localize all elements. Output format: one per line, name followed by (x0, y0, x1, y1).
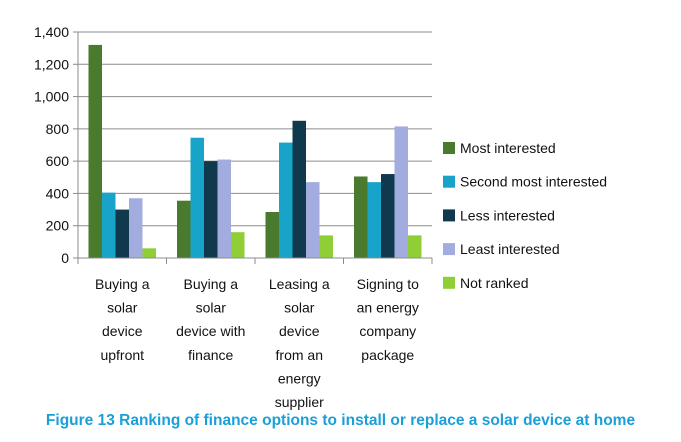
bar (142, 248, 156, 258)
gridlines (78, 31, 432, 227)
bar (88, 44, 102, 258)
chart: 0 200 400 600 800 1,000 1,200 1,400 Buying a sol… (34, 24, 607, 410)
legend-swatch (443, 142, 455, 154)
legend-swatch (443, 243, 455, 256)
y-tick-label: 400 (46, 185, 70, 201)
y-tick-label: 1,000 (34, 89, 69, 105)
category-labels: Buying a solar device upfront Buying a solar d… (95, 276, 419, 410)
legend-label: Not ranked (460, 275, 528, 291)
bar (265, 211, 279, 258)
y-tick-label: 1,400 (34, 24, 69, 40)
bar (306, 182, 320, 258)
bar (177, 200, 191, 258)
bar (204, 161, 218, 258)
legend-swatch (443, 276, 455, 289)
bar (354, 176, 368, 258)
bar (394, 126, 408, 258)
legend: Most interested Second most interested Les… (443, 140, 607, 291)
bar (319, 235, 333, 258)
legend-label: Second most interested (460, 174, 607, 190)
legend-label: Most interested (460, 140, 556, 156)
bar (279, 142, 293, 258)
legend-swatch (443, 209, 455, 222)
legend-swatch (443, 175, 455, 188)
y-axis-ticks: 0 200 400 600 800 1,000 1,200 1,400 (34, 24, 69, 266)
bars (88, 44, 422, 259)
bar (292, 120, 306, 259)
category-label: Signing to an energy company package (357, 276, 419, 363)
bar (217, 159, 231, 258)
bar (408, 235, 422, 258)
axes (73, 31, 433, 264)
legend-label: Least interested (460, 241, 560, 257)
y-tick-label: 200 (46, 218, 70, 234)
category-label: Buying a solar device upfront (95, 276, 150, 363)
y-tick-label: 600 (46, 153, 70, 169)
y-tick-label: 800 (46, 121, 70, 137)
y-tick-label: 0 (61, 250, 69, 266)
bar (102, 192, 116, 258)
bar (231, 232, 245, 258)
figure-caption: Figure 13 Ranking of finance options to … (45, 412, 636, 429)
bar (367, 182, 381, 258)
legend-label: Less interested (460, 207, 555, 223)
category-label: Leasing a solar device from an energy supplie… (269, 276, 330, 410)
bar (115, 209, 129, 258)
category-label: Buying a solar device with finance (176, 276, 245, 363)
bar (381, 174, 395, 258)
bar (190, 137, 204, 258)
y-tick-label: 1,200 (34, 56, 69, 72)
bar (129, 198, 143, 258)
